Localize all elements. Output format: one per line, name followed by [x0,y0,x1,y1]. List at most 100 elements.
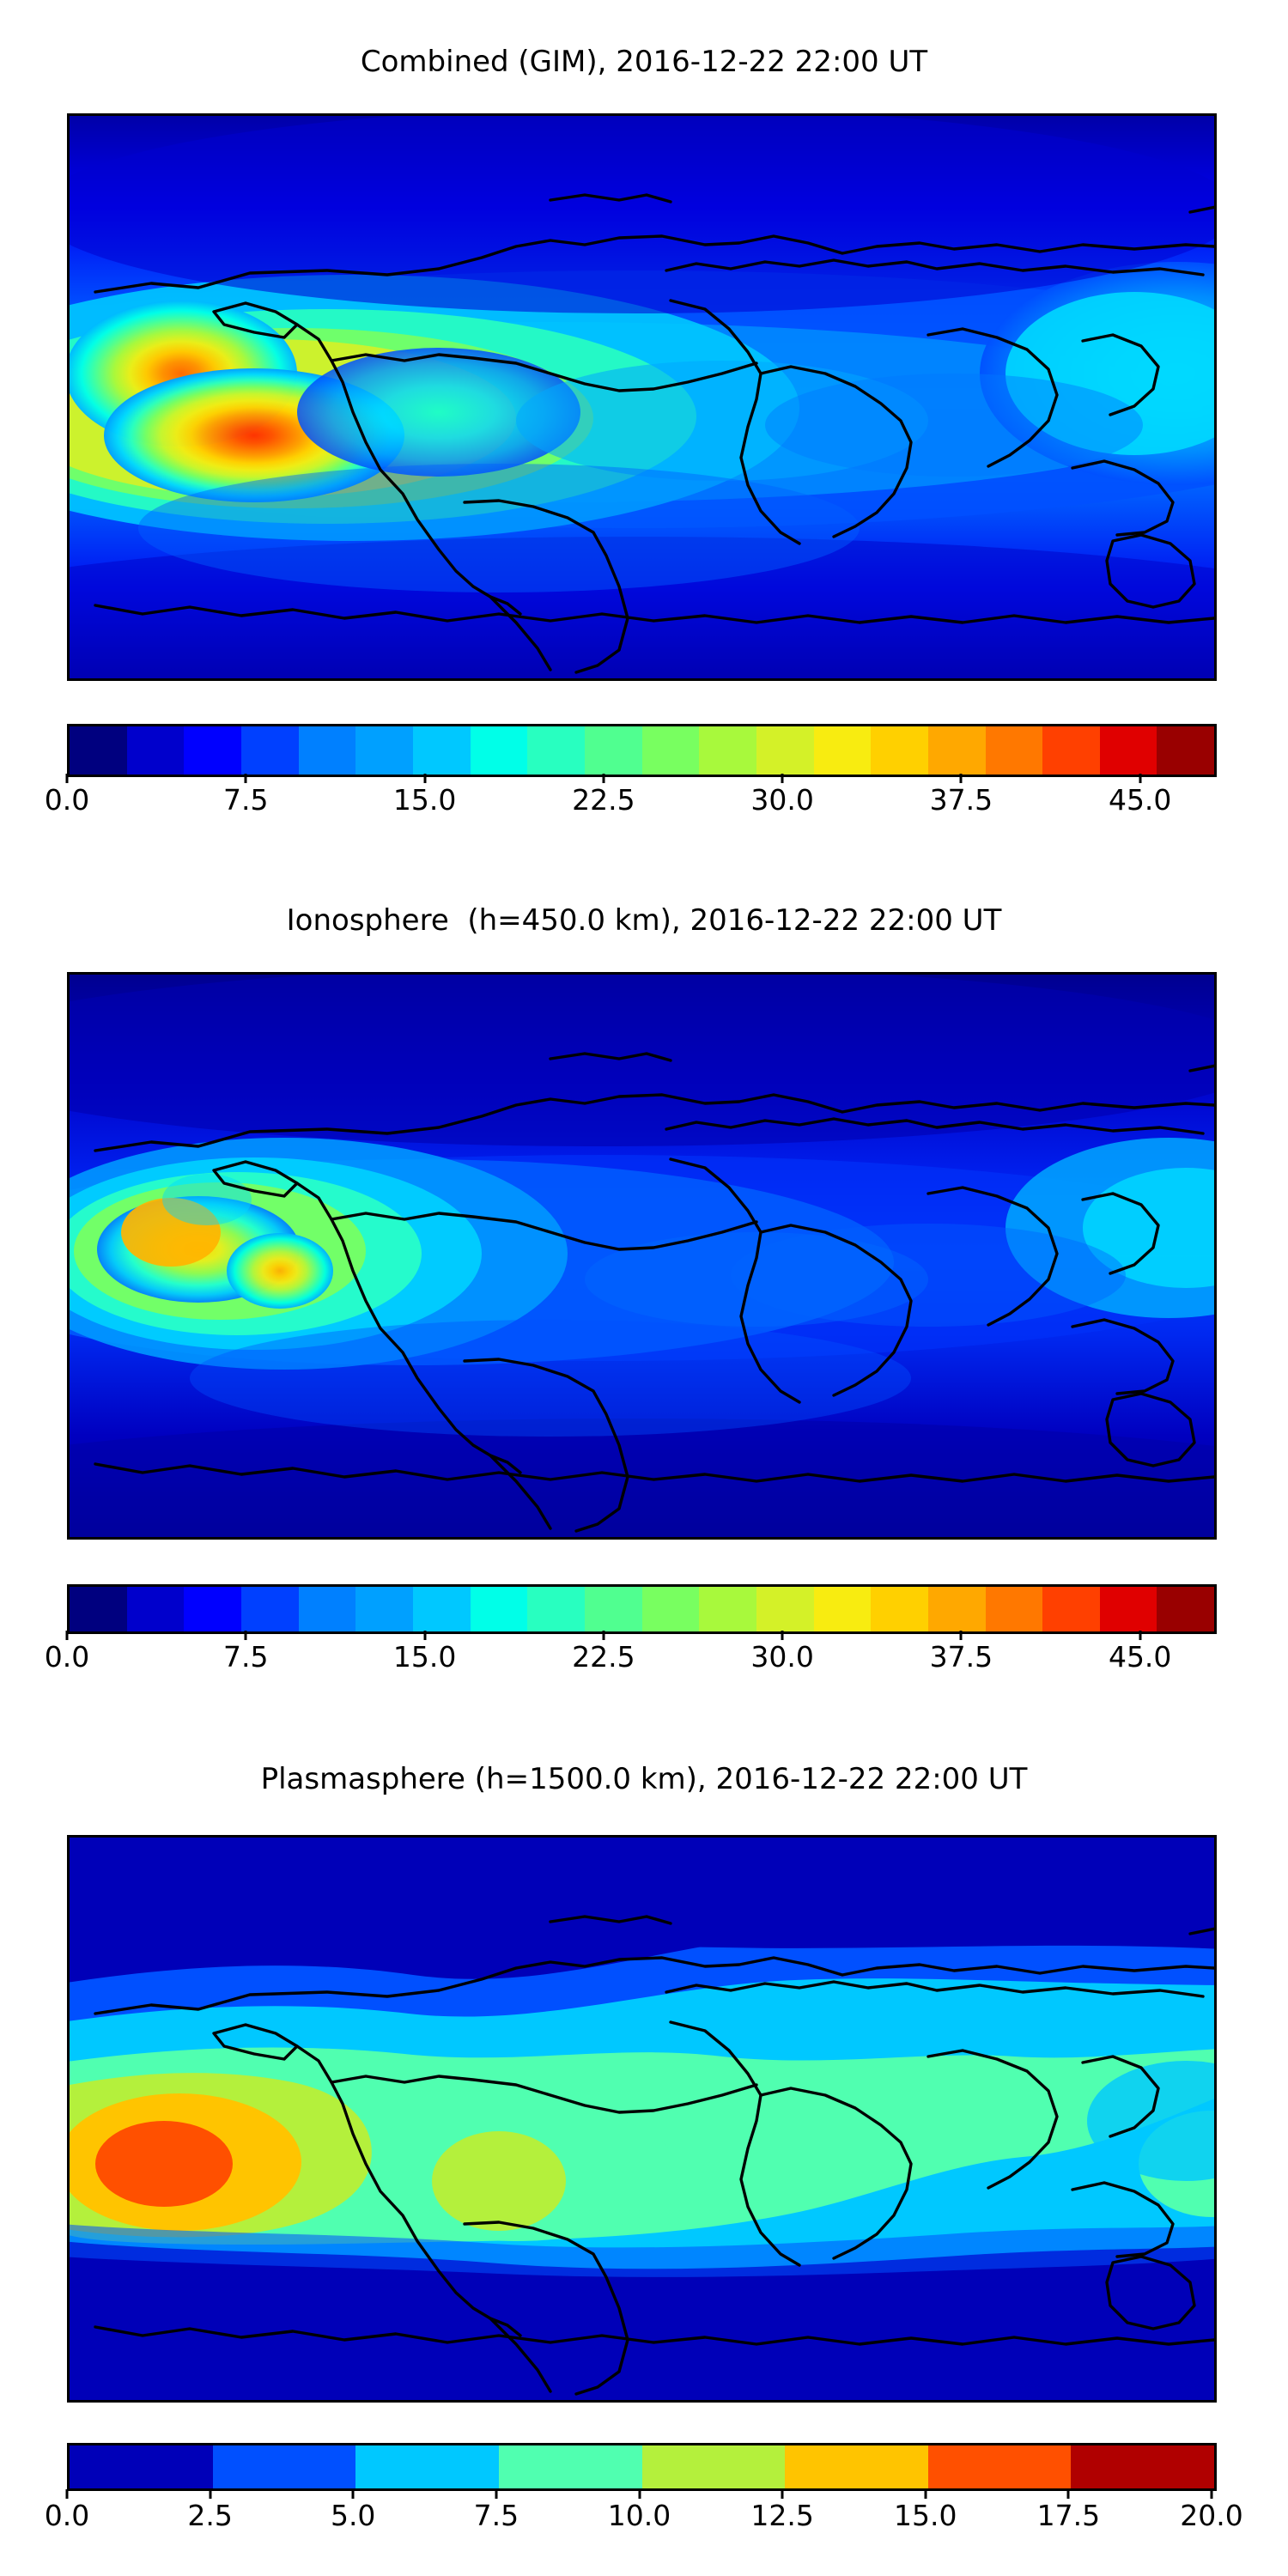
cbar-seg [240,726,299,775]
tick-mark [959,774,963,783]
cbar-seg [985,1587,1043,1631]
cbar-seg [1042,1587,1100,1631]
colorbar-tick-label: 2.5 [187,2499,233,2532]
tick-mark [65,1631,69,1640]
coastlines-ionosphere [94,1052,1214,1533]
colorbar-tick-label: 15.0 [392,783,457,817]
colorbar-tick-label: 37.5 [929,783,993,817]
colorbar-tick-label: 7.5 [223,783,269,817]
colorbar-tick-label: 5.0 [330,2499,376,2532]
colorbar-ticks-ionosphere: 0.0 7.5 15.0 22.5 30.0 37.5 45.0 [45,1631,1212,1680]
cbar-seg [641,726,700,775]
tick-mark [1210,2489,1213,2499]
colorbar-tick-label: 45.0 [1108,1640,1172,1674]
colorbar-tick-label: 15.0 [894,2499,957,2532]
map-svg-plasmasphere [70,1838,1214,2400]
cbar-seg [298,1587,356,1631]
panel-title-combined: Combined (GIM), 2016-12-22 22:00 UT [360,45,928,79]
colorbar-ionosphere[interactable] [67,1584,1217,1634]
cbar-seg [355,726,413,775]
cbar-seg [298,726,356,775]
tick-mark [959,1631,963,1640]
tick-mark [495,2489,498,2499]
cbar-seg [785,2445,928,2488]
tick-mark [924,2489,927,2499]
tick-mark [1066,2489,1070,2499]
tick-mark [602,774,605,783]
cbar-seg [641,1587,700,1631]
cbar-seg [527,1587,585,1631]
cbar-seg [699,1587,756,1631]
cbar-seg [756,1587,814,1631]
cbar-seg [355,1587,413,1631]
tick-mark [209,2489,212,2499]
map-plasmasphere-1500km [67,1835,1217,2403]
cbar-seg [184,726,241,775]
cbar-seg [927,1587,986,1631]
colorbar-tick-label: 12.5 [750,2499,814,2532]
tick-mark [65,2489,69,2499]
coastlines-combined [94,193,1214,674]
colorbar-tick-label: 37.5 [929,1640,993,1674]
tick-mark [781,774,784,783]
panel-title-ionosphere: Ionosphere (h=450.0 km), 2016-12-22 22:0… [286,903,1002,938]
cbar-seg [212,2445,356,2488]
cbar-seg [412,1587,471,1631]
colorbar-tick-label: 45.0 [1108,783,1172,817]
map-ionosphere-450km [67,972,1217,1540]
colorbar-ticks-plasmasphere: 0.0 2.5 5.0 7.5 10.0 12.5 15.0 17.5 20.0 [45,2489,1243,2538]
map-svg-ionosphere [70,975,1214,1537]
panel-ionosphere: Ionosphere (h=450.0 km), 2016-12-22 22:0… [0,903,1288,938]
colorbar-tick-label: 30.0 [750,783,814,817]
cbar-seg [240,1587,299,1631]
panel-combined-gim: Combined (GIM), 2016-12-22 22:00 UT [0,45,1288,79]
tick-mark [1139,774,1142,783]
cbar-seg [470,1587,528,1631]
colorbar-tick-label: 7.5 [223,1640,269,1674]
colorbar-plasmasphere[interactable] [67,2443,1217,2491]
cbar-seg [813,726,872,775]
tick-mark [65,774,69,783]
cbar-seg [927,726,986,775]
colorbar-tick-label: 20.0 [1180,2499,1243,2532]
cbar-seg [584,726,642,775]
tick-mark [244,774,247,783]
tick-mark [423,774,427,783]
colorbar-ticks-combined: 0.0 7.5 15.0 22.5 30.0 37.5 45.0 [45,774,1212,823]
cbar-seg [527,726,585,775]
cbar-seg [412,726,471,775]
cbar-seg [70,2445,213,2488]
colorbar-tick-label: 22.5 [572,783,635,817]
tick-mark [351,2489,355,2499]
map-svg-combined [70,116,1214,678]
contour-field-combined [70,116,1214,678]
map-combined-gim [67,113,1217,681]
cbar-seg [813,1587,872,1631]
panel-title-plasmasphere: Plasmasphere (h=1500.0 km), 2016-12-22 2… [260,1762,1028,1796]
tick-mark [781,2489,784,2499]
colorbar-tick-label: 30.0 [750,1640,814,1674]
cbar-seg [498,2445,642,2488]
colorbar-tick-label: 0.0 [44,783,90,817]
tick-mark [423,1631,427,1640]
tick-mark [638,2489,641,2499]
cbar-seg [1157,1587,1215,1631]
cbar-seg [184,1587,241,1631]
panel-plasmasphere: Plasmasphere (h=1500.0 km), 2016-12-22 2… [0,1762,1288,1796]
cbar-seg [126,726,185,775]
colorbar-tick-label: 10.0 [607,2499,671,2532]
cbar-seg [355,2445,499,2488]
cbar-seg [126,1587,185,1631]
contour-field-plasmasphere [70,1838,1214,2400]
cbar-seg [1099,726,1157,775]
colorbar-tick-label: 7.5 [473,2499,519,2532]
colorbar-combined[interactable] [67,724,1217,777]
cbar-seg [470,726,528,775]
tick-mark [781,1631,784,1640]
cbar-seg [871,726,928,775]
cbar-seg [584,1587,642,1631]
cbar-seg [1042,726,1100,775]
tick-mark [244,1631,247,1640]
cbar-seg [927,2445,1072,2488]
